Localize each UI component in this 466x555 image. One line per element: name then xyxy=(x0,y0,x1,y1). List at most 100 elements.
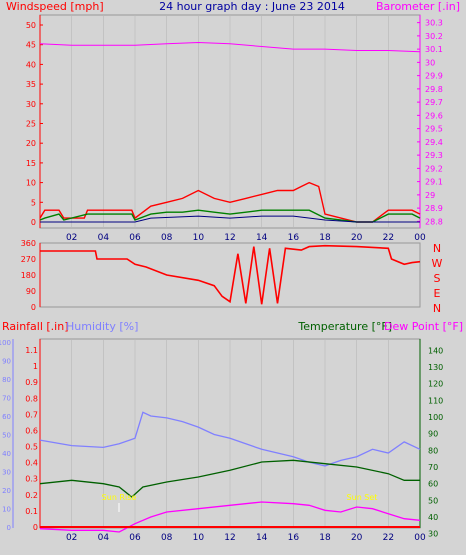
wind-tick-label: 10 xyxy=(26,179,36,188)
temperature-tick-label: 30 xyxy=(428,530,438,539)
direction-tick-label: 270 xyxy=(21,255,36,264)
time-tick-label: 02 xyxy=(66,533,77,543)
humidity-tick-label: 80 xyxy=(2,376,11,384)
time-tick-label: 12 xyxy=(224,233,235,243)
time-tick-label: 00 xyxy=(414,233,426,243)
barometer-tick-label: 30 xyxy=(425,58,435,67)
humidity-tick-label: 90 xyxy=(2,358,11,366)
compass-label: W xyxy=(432,257,443,270)
rainfall-axis-title: Rainfall [.in] xyxy=(2,320,69,333)
rain-tick-label: 0.2 xyxy=(25,491,38,500)
temperature-tick-label: 140 xyxy=(428,346,443,355)
rain-tick-label: 0.9 xyxy=(25,378,38,387)
rain-tick-label: 1.1 xyxy=(25,346,38,355)
barometer-tick-label: 29 xyxy=(425,191,435,200)
compass-label: N xyxy=(433,242,441,255)
wind-axis-title: Windspeed [mph] xyxy=(6,0,104,13)
wind-lull-line xyxy=(40,215,420,223)
time-tick-label: 10 xyxy=(193,533,205,543)
direction-tick-label: 90 xyxy=(26,287,36,296)
humidity-tick-label: 60 xyxy=(2,413,11,421)
time-tick-label: 20 xyxy=(351,233,363,243)
time-tick-label: 20 xyxy=(351,533,363,543)
compass-label: S xyxy=(434,272,441,285)
time-tick-label: 04 xyxy=(98,233,110,243)
wind-tick-label: 15 xyxy=(26,159,36,168)
time-tick-label: 06 xyxy=(129,533,141,543)
wind-tick-label: 0 xyxy=(31,218,36,227)
rain-tick-label: 0.6 xyxy=(25,426,38,435)
time-tick-label: 02 xyxy=(66,233,77,243)
time-tick-label: 18 xyxy=(319,233,331,243)
temperature-line xyxy=(39,459,420,498)
barometer-tick-label: 28.9 xyxy=(425,204,443,213)
time-tick-label: 10 xyxy=(193,233,205,243)
barometer-tick-label: 29.5 xyxy=(425,125,443,134)
temperature-tick-label: 110 xyxy=(428,396,443,405)
sunset-label: Sun Set xyxy=(347,493,378,502)
direction-tick-label: 0 xyxy=(31,303,36,312)
barometer-tick-label: 29.4 xyxy=(425,138,443,147)
rain-tick-label: 0.8 xyxy=(25,394,38,403)
temperature-tick-label: 80 xyxy=(428,446,438,455)
rain-tick-label: 0 xyxy=(33,523,38,532)
humidity-tick-label: 70 xyxy=(2,395,11,403)
humidity-tick-label: 100 xyxy=(0,339,11,347)
barometer-tick-label: 30.3 xyxy=(425,19,443,28)
humidity-tick-label: 50 xyxy=(2,432,11,440)
wind-tick-label: 45 xyxy=(26,41,36,50)
humidity-tick-label: 10 xyxy=(2,506,11,514)
time-tick-label: 16 xyxy=(288,533,300,543)
rain-humidity-temperature-plot: 02 04 06 08 10 12 14 16 18 20 22 0000.10.20.30.40.5… xyxy=(0,339,443,543)
humidity-tick-label: 40 xyxy=(2,450,11,458)
barometer-tick-label: 28.8 xyxy=(425,217,443,226)
rain-tick-label: 0.1 xyxy=(25,507,38,516)
wind-direction-line xyxy=(40,244,421,305)
temperature-tick-label: 100 xyxy=(428,413,443,422)
humidity-tick-label: 30 xyxy=(2,469,11,477)
time-tick-label: 16 xyxy=(288,233,300,243)
temperature-tick-label: 90 xyxy=(428,430,438,439)
rain-tick-label: 1 xyxy=(33,362,38,371)
time-tick-label: 06 xyxy=(129,233,141,243)
dewpoint-axis-title: Dew Point [°F] xyxy=(384,320,463,333)
time-tick-label: 18 xyxy=(319,533,331,543)
time-tick-label: 08 xyxy=(161,533,173,543)
dewpoint-line xyxy=(39,501,421,533)
wind-tick-label: 35 xyxy=(26,80,36,89)
direction-tick-label: 180 xyxy=(21,271,36,280)
rain-tick-label: 0.3 xyxy=(25,475,38,484)
wind-tick-label: 5 xyxy=(31,198,36,207)
barometer-tick-label: 30.2 xyxy=(425,32,443,41)
barometer-tick-label: 29.3 xyxy=(425,151,443,160)
compass-label: E xyxy=(434,287,441,300)
barometer-tick-label: 30.1 xyxy=(425,45,443,54)
time-tick-label: 14 xyxy=(256,233,268,243)
temperature-tick-label: 60 xyxy=(428,480,438,489)
sunrise-label: Sun Rise xyxy=(102,493,137,502)
temperature-tick-label: 70 xyxy=(428,463,438,472)
wind-barometer-plot: 02 04 06 08 10 12 14 16 18 20 22 000510152025303540… xyxy=(26,15,443,243)
humidity-tick-label: 0 xyxy=(7,524,11,532)
time-tick-label: 22 xyxy=(383,233,394,243)
chart-title: 24 hour graph day : June 23 2014 xyxy=(159,0,345,13)
humidity-line xyxy=(39,411,421,467)
barometer-tick-label: 29.9 xyxy=(425,72,443,81)
barometer-line xyxy=(39,41,421,53)
temperature-tick-label: 50 xyxy=(428,496,438,505)
barometer-tick-label: 29.1 xyxy=(425,178,443,187)
barometer-tick-label: 29.2 xyxy=(425,164,443,173)
wind-tick-label: 40 xyxy=(26,60,36,69)
temperature-tick-label: 130 xyxy=(428,363,443,372)
rain-tick-label: 0.5 xyxy=(25,443,38,452)
rain-tick-label: 0.4 xyxy=(25,459,38,468)
temperature-axis-title: Temperature [°F] xyxy=(297,320,392,333)
rain-tick-label: 0.7 xyxy=(25,410,38,419)
wind-tick-label: 20 xyxy=(26,139,36,148)
barometer-tick-label: 29.7 xyxy=(425,98,443,107)
humidity-tick-label: 20 xyxy=(2,487,11,495)
barometer-axis-title: Barometer [.in] xyxy=(376,0,460,13)
